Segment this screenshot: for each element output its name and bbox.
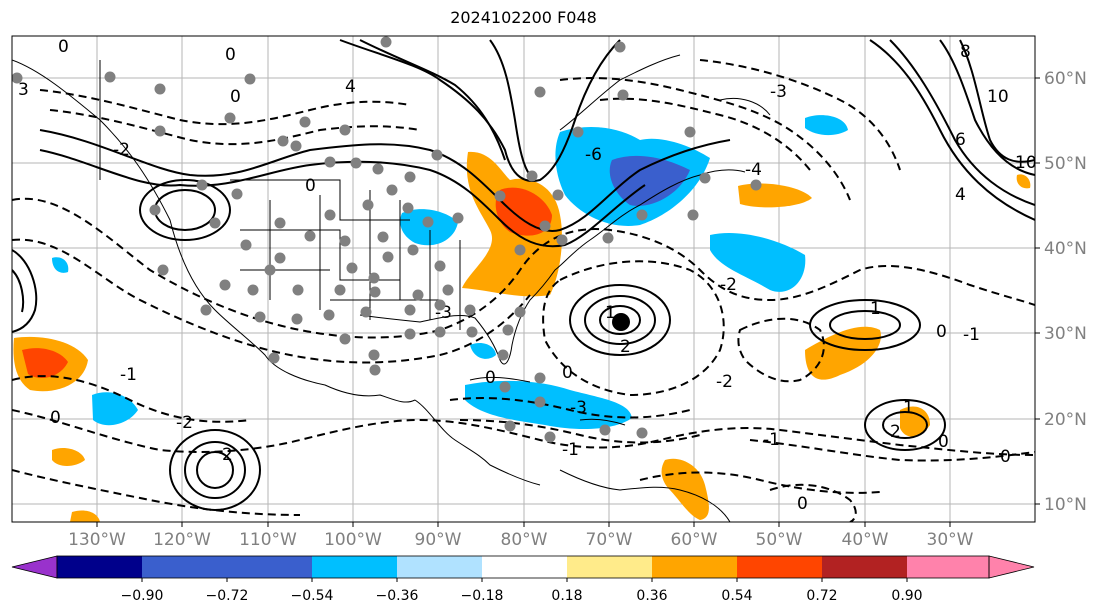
lon-axis-labels: 130°W 120°W 110°W 100°W 90°W 80°W 70°W 6… [68,530,974,550]
lat-label: 50°N [1044,154,1087,174]
colorbar-segment [907,556,989,578]
contour-label: -2 [176,413,193,433]
colorbar-tick-label: 0.54 [721,588,752,604]
contour-label: -3 [570,398,587,418]
colorbar-segment [312,556,397,578]
contour-labels: 0 0 0 0 0 0 0 0 0 0 0 -1 -1 -1 -1 1 1 1 … [18,37,1037,514]
contour-label: 0 [1000,447,1011,467]
contour-label: 2 [890,422,901,442]
contour-label: -3 [770,82,787,102]
contour-label: 6 [955,130,966,150]
colorbar-segment [482,556,567,578]
contour-label: 0 [938,432,949,452]
axis-ticks [96,77,1040,527]
map-content: 0 0 0 0 0 0 0 0 0 0 0 -1 -1 -1 -1 1 1 1 … [12,36,1037,522]
contour-label: -2 [720,275,737,295]
contour-label: 0 [936,322,947,342]
contour-label: -6 [585,145,602,165]
lat-label: 20°N [1044,410,1087,430]
lon-label: 60°W [671,530,718,550]
shaded-regions [13,115,1031,522]
lat-label: 40°N [1044,239,1087,259]
contour-label: -1 [963,325,980,345]
lon-label: 90°W [415,530,462,550]
colorbar-tick-label: 0.18 [551,588,582,604]
colorbar-tick-label: −0.72 [206,588,249,604]
contour-label: -2 [113,140,130,160]
colorbar-tick-label: 0.72 [806,588,837,604]
lat-label: 60°N [1044,69,1087,89]
colorbar-frame [56,555,990,579]
contours-solid [12,39,1035,511]
lon-label: 120°W [153,530,211,550]
contour-label: -1 [120,365,137,385]
contour-label: -1 [562,440,579,460]
contour-label: 10 [1015,153,1037,173]
contour-label: 0 [485,368,496,388]
contour-label: 1 [870,299,881,319]
colorbar-tick-label: 0.36 [636,588,667,604]
contour-label: 1 [605,303,616,323]
colorbar-segment [227,556,312,578]
contour-label: 0 [50,408,61,428]
lon-label: 40°W [842,530,889,550]
contour-label: 0 [225,45,236,65]
station-dots [12,36,762,443]
lon-label: 80°W [501,530,548,550]
colorbar-segment [822,556,907,578]
contour-label: 2 [620,337,631,357]
colorbar-segment [567,556,652,578]
lon-label: 110°W [239,530,297,550]
colorbar-tick-label: −0.54 [291,588,334,604]
colorbar-segment [397,556,482,578]
contour-label: 10 [987,87,1009,107]
colorbar-tick-label: −0.18 [461,588,504,604]
colorbar-segment [988,555,1035,579]
colorbar-tick-label: −0.36 [376,588,419,604]
colorbar-segment [57,556,142,578]
contour-label: 8 [960,42,971,62]
contour-label: 0 [797,494,808,514]
colorbar: −0.90 −0.72 −0.54 −0.36 −0.18 0.18 0.36 … [11,555,1035,604]
contour-label: 4 [345,77,356,97]
coastlines [12,54,771,522]
lat-axis-labels: 60°N 50°N 40°N 30°N 20°N 10°N [1044,69,1087,515]
contour-label: -1 [763,430,780,450]
contour-label: 0 [305,176,316,196]
map-title: 2024102200 F048 [450,8,597,27]
colorbar-tick-label: 0.90 [891,588,922,604]
contour-label: 1 [903,398,914,418]
lat-label: 30°N [1044,324,1087,344]
lat-label: 10°N [1044,495,1087,515]
contour-label: 3 [18,80,29,100]
contour-label: -2 [716,372,733,392]
contour-label: 2 [222,445,233,465]
colorbar-segment [11,555,58,579]
contours-dashed [12,59,1035,522]
storm-center-marker [612,313,630,331]
contour-label: 0 [562,363,573,383]
contour-label: 0 [230,87,241,107]
lon-label: 130°W [68,530,126,550]
contour-label: 4 [955,185,966,205]
colorbar-segment [142,556,227,578]
lon-label: 70°W [586,530,633,550]
lon-label: 100°W [324,530,382,550]
colorbar-segment [652,556,737,578]
contour-label: -4 [745,160,762,180]
contour-label: 0 [58,37,69,57]
lon-label: 30°W [927,530,974,550]
colorbar-segment [737,556,822,578]
lon-label: 50°W [756,530,803,550]
colorbar-tick-label: −0.90 [121,588,164,604]
